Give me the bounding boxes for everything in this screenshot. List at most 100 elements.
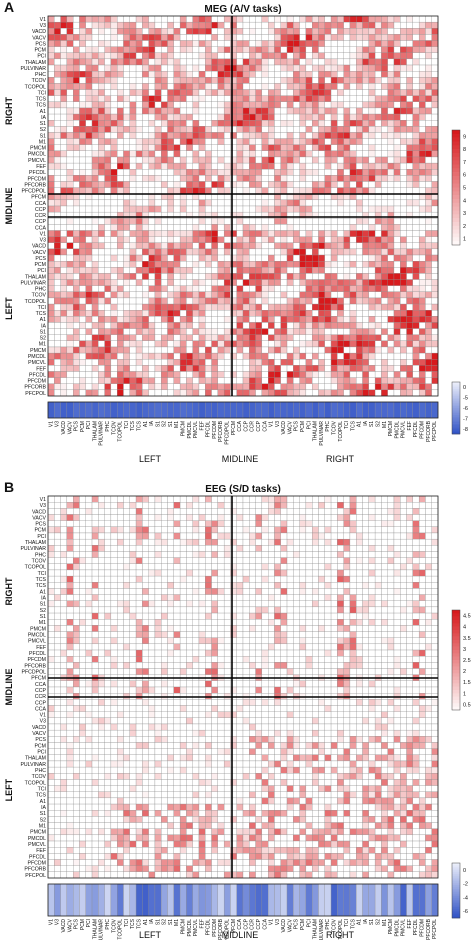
heatmap-cell xyxy=(224,508,230,514)
heatmap-cell xyxy=(325,335,331,341)
column-label: V3 xyxy=(55,421,61,427)
heatmap-cell xyxy=(73,151,79,157)
heatmap-cell xyxy=(312,514,318,520)
heatmap-cell xyxy=(243,28,249,34)
heatmap-cell xyxy=(400,508,406,514)
strip-cell xyxy=(331,402,337,418)
heatmap-cell xyxy=(105,249,111,255)
heatmap-cell xyxy=(161,378,167,384)
heatmap-cell xyxy=(419,65,425,71)
heatmap-cell xyxy=(117,292,123,298)
heatmap-cell xyxy=(199,16,205,22)
heatmap-cell xyxy=(193,304,199,310)
heatmap-cell xyxy=(413,22,419,28)
heatmap-cell xyxy=(243,90,249,96)
heatmap-cell xyxy=(419,298,425,304)
heatmap-cell xyxy=(256,502,262,508)
heatmap-cell xyxy=(256,329,262,335)
heatmap-cell xyxy=(268,47,274,53)
heatmap-cell xyxy=(243,83,249,89)
heatmap-cell xyxy=(293,41,299,47)
heatmap-cell xyxy=(193,316,199,322)
heatmap-cell xyxy=(105,59,111,65)
heatmap-cell xyxy=(287,237,293,243)
heatmap-cell xyxy=(79,237,85,243)
heatmap-cell xyxy=(325,34,331,40)
heatmap-cell xyxy=(123,341,129,347)
heatmap-cell xyxy=(318,521,324,527)
heatmap-cell xyxy=(425,347,431,353)
heatmap-cell xyxy=(356,59,362,65)
row-label: PHC xyxy=(35,72,46,78)
heatmap-cell xyxy=(256,157,262,163)
heatmap-cell xyxy=(262,539,268,545)
heatmap-cell xyxy=(287,139,293,145)
heatmap-cell xyxy=(413,564,419,570)
heatmap-cell xyxy=(174,384,180,390)
heatmap-cell xyxy=(212,533,218,539)
heatmap-cell xyxy=(262,139,268,145)
heatmap-cell xyxy=(224,341,230,347)
heatmap-cell xyxy=(419,576,425,582)
heatmap-cell xyxy=(161,169,167,175)
heatmap-cell xyxy=(155,53,161,59)
heatmap-cell xyxy=(400,188,406,194)
heatmap-cell xyxy=(111,322,117,328)
heatmap-cell xyxy=(155,65,161,71)
heatmap-cell xyxy=(123,384,129,390)
heatmap-cell xyxy=(306,22,312,28)
heatmap-cell xyxy=(306,347,312,353)
heatmap-cell xyxy=(142,145,148,151)
heatmap-cell xyxy=(331,145,337,151)
heatmap-cell xyxy=(67,551,73,557)
heatmap-cell xyxy=(212,102,218,108)
heatmap-cell xyxy=(149,576,155,582)
heatmap-cell xyxy=(287,502,293,508)
heatmap-cell xyxy=(381,527,387,533)
heatmap-cell xyxy=(318,310,324,316)
heatmap-cell xyxy=(287,298,293,304)
heatmap-cell xyxy=(193,371,199,377)
heatmap-cell xyxy=(61,206,67,212)
heatmap-cell xyxy=(425,496,431,502)
colorbar-step xyxy=(452,406,460,408)
heatmap-cell xyxy=(287,514,293,520)
heatmap-cell xyxy=(79,539,85,545)
heatmap-cell xyxy=(61,514,67,520)
heatmap-cell xyxy=(318,102,324,108)
heatmap-cell xyxy=(287,570,293,576)
heatmap-cell xyxy=(318,502,324,508)
heatmap-cell xyxy=(268,576,274,582)
heatmap-cell xyxy=(350,188,356,194)
heatmap-cell xyxy=(407,267,413,273)
heatmap-cell xyxy=(218,384,224,390)
heatmap-cell xyxy=(136,292,142,298)
heatmap-cell xyxy=(350,237,356,243)
heatmap-cell xyxy=(262,114,268,120)
heatmap-cell xyxy=(117,71,123,77)
heatmap-cell xyxy=(205,545,211,551)
heatmap-cell xyxy=(394,261,400,267)
heatmap-cell xyxy=(432,188,438,194)
heatmap-cell xyxy=(306,286,312,292)
heatmap-cell xyxy=(218,298,224,304)
heatmap-cell xyxy=(413,126,419,132)
heatmap-cell xyxy=(394,237,400,243)
heatmap-cell xyxy=(136,102,142,108)
heatmap-cell xyxy=(224,261,230,267)
heatmap-cell xyxy=(98,384,104,390)
heatmap-cell xyxy=(274,53,280,59)
heatmap-cell xyxy=(199,564,205,570)
heatmap-cell xyxy=(142,65,148,71)
heatmap-cell xyxy=(79,34,85,40)
heatmap-cell xyxy=(419,139,425,145)
heatmap-cell xyxy=(142,231,148,237)
heatmap-cell xyxy=(350,533,356,539)
heatmap-cell xyxy=(318,286,324,292)
heatmap-cell xyxy=(350,502,356,508)
heatmap-cell xyxy=(161,558,167,564)
heatmap-cell xyxy=(212,16,218,22)
heatmap-cell xyxy=(306,243,312,249)
heatmap-cell xyxy=(256,249,262,255)
heatmap-cell xyxy=(300,371,306,377)
